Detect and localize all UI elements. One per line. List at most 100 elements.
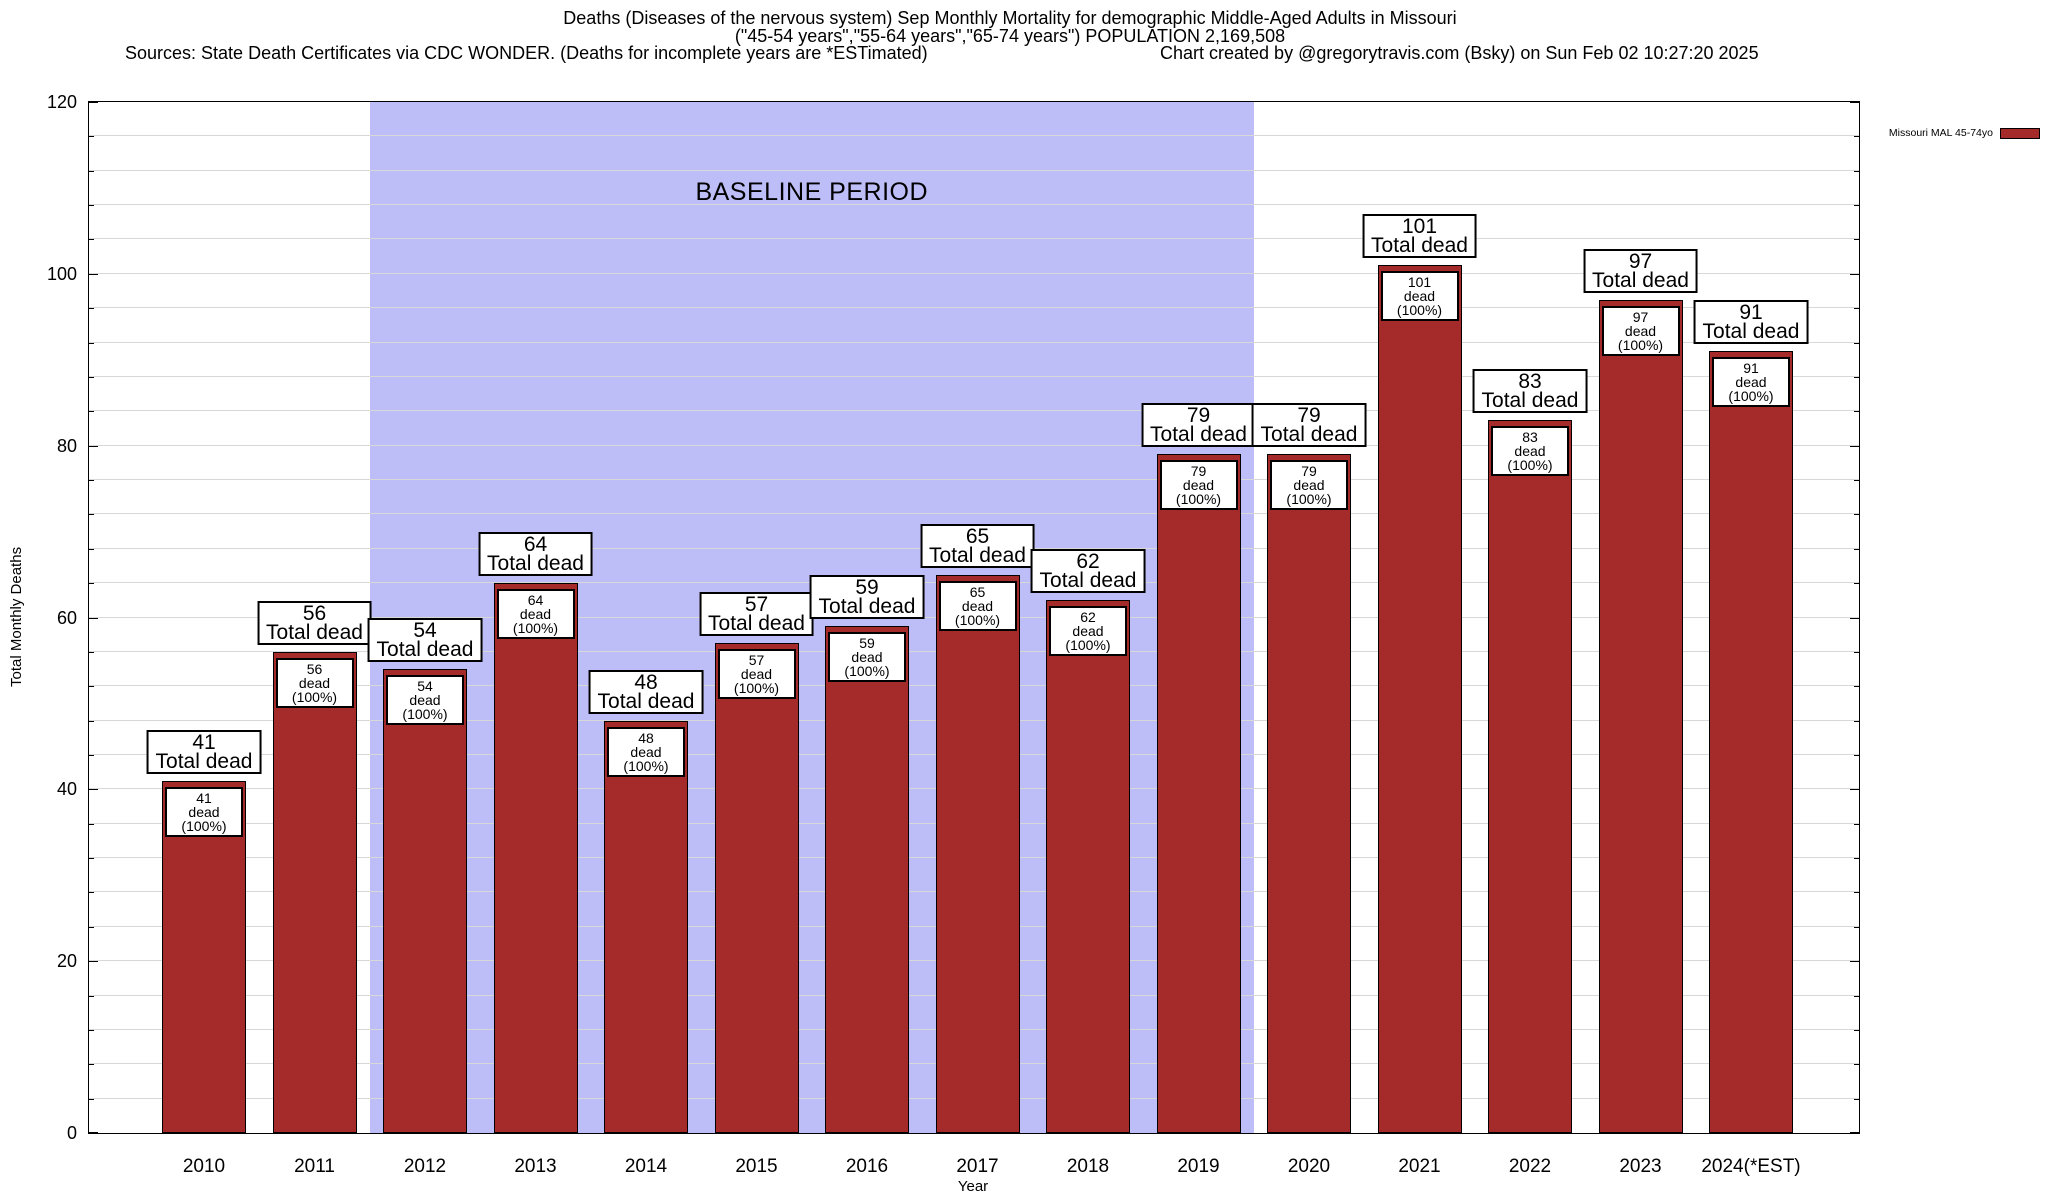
x-tick-label: 2021 — [1398, 1156, 1441, 1177]
bar-total-text: Total dead — [1481, 388, 1579, 412]
bar: 65 dead (100%) 65 Total dead — [920, 523, 1035, 1133]
bar-total-label: 79 Total dead — [1251, 403, 1367, 448]
bar-inside-label: 91 dead (100%) — [1712, 357, 1790, 408]
bar-inside-value: 57 — [748, 652, 765, 669]
bar-total-text: Total dead — [155, 749, 253, 773]
legend: Missouri MAL 45-74yo — [1889, 127, 2040, 139]
x-tick-label: 2015 — [735, 1156, 778, 1177]
bar-inside-text: dead (100%) — [844, 649, 890, 680]
chart-title: Deaths (Diseases of the nervous system) … — [563, 8, 1457, 28]
bar-inside-text: dead (100%) — [1286, 477, 1332, 508]
x-tick-label: 2019 — [1177, 1156, 1220, 1177]
bar-inside-value: 79 — [1190, 463, 1207, 480]
bars-layer: 41 dead (100%) 41 Total dead 56 dead (100%) 56… — [89, 102, 1859, 1133]
bar-total-label: 48 Total dead — [588, 669, 704, 714]
bar-inside-text: dead (100%) — [512, 606, 559, 637]
bar: 62 dead (100%) 62 Total dead — [1030, 549, 1146, 1133]
bar-inside-label: 101 dead (100%) — [1380, 271, 1459, 322]
bar-inside-text: dead (100%) — [1617, 322, 1664, 353]
bar-total-text: Total dead — [376, 638, 474, 662]
bar-inside-text: dead (100%) — [1507, 442, 1553, 473]
y-axis-title: Total Monthly Deaths — [8, 546, 25, 687]
x-tick-label: 2014 — [624, 1156, 668, 1177]
bar-total-label: 79 Total dead — [1141, 403, 1256, 448]
bar-total-value: 56 — [302, 601, 327, 625]
bar-inside-text: dead (100%) — [1065, 623, 1111, 654]
bar-total-value: 48 — [634, 670, 658, 694]
bar-total-label: 101 Total dead — [1362, 214, 1477, 259]
bar-total-text: Total dead — [1260, 423, 1358, 447]
gridline — [89, 307, 1859, 309]
bar-inside-value: 101 — [1407, 274, 1432, 291]
bar-total-text: Total dead — [266, 620, 363, 644]
x-tick-label: 2020 — [1287, 1156, 1331, 1177]
gridline — [89, 238, 1859, 240]
bar-total-label: 83 Total dead — [1472, 368, 1588, 413]
bar-total-value: 41 — [192, 730, 216, 754]
bar-inside-label: 56 dead (100%) — [275, 657, 354, 708]
bar-inside-value: 65 — [969, 583, 986, 600]
bar-inside-value: 64 — [527, 592, 544, 609]
bar-total-value: 59 — [855, 576, 879, 600]
bar-inside-label: 54 dead (100%) — [386, 675, 464, 726]
bar-inside-label: 57 dead (100%) — [717, 649, 796, 700]
baseline-period-label: BASELINE PERIOD — [695, 178, 929, 206]
x-tick-label: 2011 — [294, 1156, 335, 1177]
bar-inside-value: 41 — [196, 789, 212, 806]
gridline — [89, 410, 1859, 412]
bar-total-value: 79 — [1186, 404, 1211, 428]
bar-inside-text: dead (100%) — [733, 666, 780, 697]
plot-area: BASELINE PERIOD 41 dead (100%) 41 Total dea… — [47, 92, 1860, 1177]
x-tick-label: 2010 — [182, 1156, 226, 1177]
legend-series-label: Missouri MAL 45-74yo — [1888, 127, 1993, 139]
bar-inside-text: dead (100%) — [1175, 477, 1222, 508]
x-tick-label: 2023 — [1619, 1156, 1662, 1177]
bar-total-value: 62 — [1076, 550, 1100, 574]
chart-subtitle: ("45-54 years","55-64 years","65-74 year… — [734, 26, 1286, 46]
bar-total-text: Total dead — [708, 612, 805, 636]
sources-note: Sources: State Death Certificates via CD… — [125, 43, 928, 63]
bar: 54 dead (100%) 54 Total dead — [367, 618, 483, 1133]
bar-inside-value: 79 — [1301, 463, 1317, 480]
bar-inside-text: dead (100%) — [291, 674, 338, 705]
bar-total-text: Total dead — [487, 552, 584, 576]
bar: 79 dead (100%) 79 Total dead — [1141, 403, 1256, 1133]
gridline — [89, 479, 1859, 481]
gridline — [89, 375, 1859, 377]
gridline — [89, 513, 1859, 515]
bar-total-label: 41 Total dead — [146, 729, 262, 774]
bar-inside-value: 48 — [638, 729, 654, 746]
bar-total-value: 83 — [1518, 369, 1542, 393]
bar-inside-label: 79 dead (100%) — [1270, 460, 1348, 511]
gridline — [89, 341, 1859, 343]
bar-total-label: 91 Total dead — [1693, 300, 1809, 345]
x-tick-label: 2013 — [514, 1156, 557, 1177]
bar-total-value: 64 — [523, 533, 548, 557]
bar: 79 dead (100%) 79 Total dead — [1251, 403, 1367, 1133]
bar-inside-value: 83 — [1522, 428, 1538, 445]
bar-total-value: 54 — [413, 619, 437, 643]
bar: 91 dead (100%) 91 Total dead — [1693, 300, 1809, 1133]
bar-inside-label: 97 dead (100%) — [1601, 305, 1680, 356]
bar-inside-label: 65 dead (100%) — [938, 580, 1017, 631]
bar: 64 dead (100%) 64 Total dead — [478, 532, 593, 1133]
x-axis-title: Year — [957, 1178, 989, 1195]
bar: 56 dead (100%) 56 Total dead — [257, 600, 372, 1133]
gridline — [89, 444, 1859, 446]
bar-inside-label: 59 dead (100%) — [828, 632, 906, 683]
bar-total-value: 65 — [965, 524, 990, 548]
bar-total-text: Total dead — [1592, 268, 1689, 292]
legend-swatch — [2000, 127, 2040, 139]
bar-inside-text: dead (100%) — [1396, 288, 1443, 319]
x-tick-label: 2018 — [1066, 1156, 1110, 1177]
x-tick-label: 2017 — [956, 1156, 999, 1177]
bar-total-label: 65 Total dead — [920, 523, 1035, 568]
credit-note: Chart created by @gregorytravis.com (Bsk… — [1160, 43, 1759, 63]
bar-inside-label: 48 dead (100%) — [607, 726, 685, 777]
bar: 83 dead (100%) 83 Total dead — [1472, 368, 1588, 1133]
bar-total-label: 97 Total dead — [1583, 248, 1698, 293]
bar: 97 dead (100%) 97 Total dead — [1583, 248, 1698, 1133]
bar-inside-value: 91 — [1743, 360, 1759, 377]
x-tick-label: 2022 — [1508, 1156, 1552, 1177]
